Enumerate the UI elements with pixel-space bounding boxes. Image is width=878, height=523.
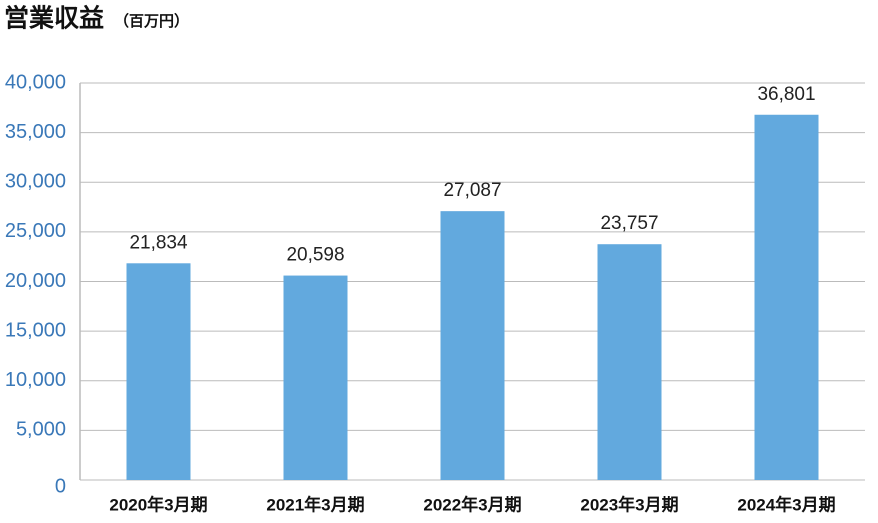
value-label: 20,598 (286, 245, 344, 266)
y-tick-label: 5,000 (16, 419, 66, 441)
bar (283, 275, 348, 480)
value-label: 36,801 (757, 84, 815, 105)
bar (754, 114, 819, 481)
x-tick-label: 2023年3月期 (580, 494, 678, 514)
y-tick-label: 0 (55, 475, 66, 497)
y-tick-label: 30,000 (5, 171, 66, 193)
y-tick-label: 35,000 (5, 121, 66, 143)
x-tick-label: 2024年3月期 (737, 494, 835, 514)
y-tick-label: 15,000 (5, 319, 66, 341)
chart-title: 営業収益 (4, 5, 104, 33)
chart-subtitle: （百万円） (114, 12, 189, 30)
y-tick-label: 40,000 (5, 71, 66, 93)
x-tick-label: 2021年3月期 (266, 494, 364, 514)
x-tick-label: 2020年3月期 (109, 494, 207, 514)
x-tick-label: 2022年3月期 (423, 494, 521, 514)
bar (597, 244, 662, 480)
value-label: 23,757 (600, 213, 658, 234)
value-label: 27,087 (443, 180, 501, 201)
y-tick-label: 20,000 (5, 270, 66, 292)
bar (126, 263, 191, 480)
y-tick-label: 25,000 (5, 220, 66, 242)
value-label: 21,834 (129, 232, 188, 253)
bar (440, 211, 505, 480)
y-tick-label: 10,000 (5, 369, 66, 391)
